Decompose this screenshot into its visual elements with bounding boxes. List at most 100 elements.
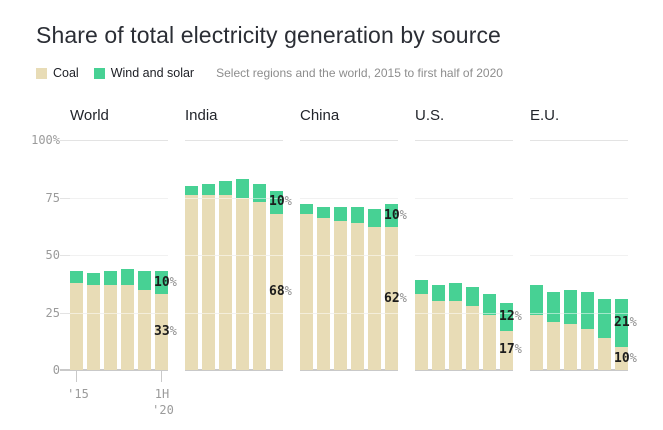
bar-segment-coal: [564, 324, 577, 370]
bar-segment-coal: [87, 284, 100, 370]
plot-area: 10% 68%: [185, 140, 292, 371]
annotation-coal: 10%: [614, 350, 637, 367]
bar: [236, 179, 249, 370]
bar: [202, 183, 215, 370]
bar-segment-wind-solar: [87, 273, 100, 285]
annotation-percent-sign: %: [514, 342, 522, 357]
bar-segment-coal: [236, 197, 249, 370]
bar-segment-coal: [415, 294, 428, 370]
bar: [530, 284, 543, 370]
gridline-overlay: [300, 312, 398, 314]
bar: [547, 291, 560, 370]
gridline: [60, 140, 168, 141]
bar: [317, 206, 330, 370]
bar-segment-wind-solar: [466, 287, 479, 306]
region-group: World 10% 33% '15 1H '20: [60, 92, 177, 417]
plot-area: 12% 17%: [415, 140, 522, 371]
bar-segment-coal: [449, 301, 462, 370]
gridline-overlay: [530, 197, 628, 199]
bar-segment-coal: [104, 284, 117, 370]
bar-segment-wind-solar: [530, 284, 543, 315]
bar-segment-coal: [317, 218, 330, 370]
x-label-first: '15: [67, 387, 89, 401]
bar-segment-wind-solar: [70, 271, 83, 283]
bar: [385, 204, 398, 370]
plot-area: 21% 10%: [530, 140, 637, 371]
bar-segment-coal: [270, 213, 283, 370]
chart-subtitle: Select regions and the world, 2015 to fi…: [216, 66, 503, 80]
bar: [466, 287, 479, 370]
zero-line: [185, 369, 283, 371]
bar-segment-wind-solar: [547, 291, 560, 322]
y-axis-tick-label: 75: [45, 190, 60, 205]
bar: [300, 204, 313, 370]
chart-title: Share of total electricity generation by…: [36, 22, 501, 48]
bar: [138, 271, 151, 370]
region-group: China 10% 62%: [300, 92, 407, 371]
bar: [121, 268, 134, 370]
annotation-wind-solar: 10%: [269, 193, 292, 210]
bar-segment-wind-solar: [185, 186, 198, 196]
bar-segment-wind-solar: [415, 280, 428, 295]
gridline: [300, 140, 398, 141]
bar: [483, 294, 496, 370]
region-group: E.U. 21% 10%: [530, 92, 637, 371]
gridline-overlay: [185, 312, 283, 314]
bar: [500, 303, 513, 370]
y-axis-tick-label: 100%: [31, 133, 60, 147]
annotation-value: 21: [614, 314, 630, 330]
annotation-value: 17: [499, 342, 515, 358]
chart-groups: World 10% 33% '15 1H '20 India 10% 68% China 10% 62…: [60, 92, 637, 417]
bar-segment-wind-solar: [219, 181, 232, 196]
annotation-value: 12: [499, 309, 515, 325]
bar: [449, 282, 462, 370]
gridline-overlay: [415, 312, 513, 314]
gridline-overlay: [530, 255, 628, 256]
group-header: India: [185, 107, 218, 124]
bar-segment-coal: [202, 195, 215, 370]
bar: [185, 186, 198, 370]
bar-segment-coal: [368, 227, 381, 370]
bar-segment-coal: [385, 227, 398, 370]
gridline-overlay: [415, 197, 513, 199]
legend-swatch-coal: [36, 67, 47, 79]
bar-segment-coal: [466, 305, 479, 370]
annotation-value: 68: [269, 283, 285, 299]
gridline: [415, 140, 513, 141]
annotation-coal: 62%: [384, 290, 407, 307]
annotation-coal: 68%: [269, 283, 292, 300]
group-header: World: [70, 107, 109, 124]
bar-segment-coal: [351, 222, 364, 370]
legend-coal-label: Coal: [53, 66, 79, 80]
region-group: U.S. 12% 17%: [415, 92, 522, 371]
bar-segment-wind-solar: [121, 268, 134, 285]
bar-segment-wind-solar: [500, 303, 513, 331]
annotation-percent-sign: %: [399, 207, 407, 222]
bar-segment-wind-solar: [236, 179, 249, 198]
legend-wind-solar-label: Wind and solar: [110, 66, 195, 80]
bars: [530, 140, 628, 370]
bar-segment-wind-solar: [317, 206, 330, 219]
bar-segment-coal: [581, 328, 594, 370]
annotation-wind-solar: 10%: [384, 207, 407, 224]
chart: 100% 75 50 25 0 World 10% 33% '15 1H '20 India 10% 6…: [14, 92, 643, 422]
bar-segment-wind-solar: [449, 282, 462, 301]
bar-segment-wind-solar: [368, 209, 381, 228]
annotation-coal: 17%: [499, 341, 522, 358]
bars: [185, 140, 283, 370]
bar-segment-wind-solar: [432, 284, 445, 301]
gridline-overlay: [530, 312, 628, 314]
annotation-percent-sign: %: [169, 274, 177, 289]
annotation-percent-sign: %: [169, 324, 177, 339]
region-group: India 10% 68%: [185, 92, 292, 371]
bar: [219, 181, 232, 370]
legend: Coal Wind and solar Select regions and t…: [36, 66, 643, 80]
bar: [270, 190, 283, 370]
x-tick-first: [76, 371, 77, 382]
bar-segment-wind-solar: [202, 183, 215, 196]
annotation-percent-sign: %: [399, 290, 407, 305]
gridline-overlay: [70, 255, 168, 256]
bar-segment-coal: [547, 321, 560, 370]
bar: [415, 280, 428, 370]
